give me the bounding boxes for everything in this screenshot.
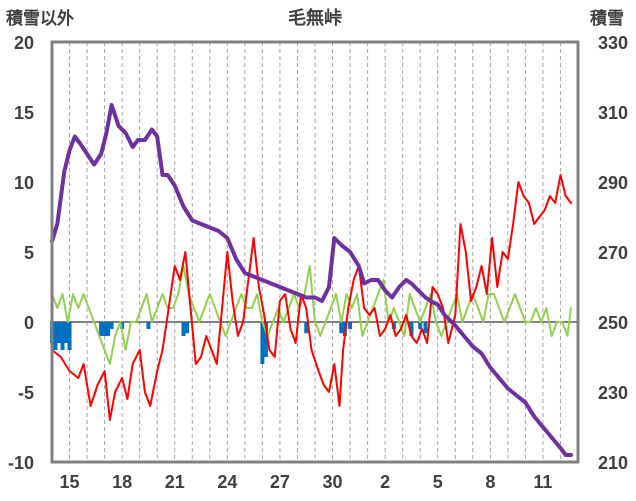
right-tick-label: 230: [598, 383, 628, 403]
x-tick-label: 11: [533, 472, 552, 492]
precipitation-bar: [260, 322, 265, 364]
plot-frame: [50, 40, 580, 464]
precipitation-bar: [418, 322, 423, 329]
precipitation-bar: [53, 322, 58, 350]
temperature-line: [51, 174, 572, 421]
right-tick-label: 270: [598, 243, 628, 263]
precipitation-bar: [67, 322, 72, 350]
precipitation-bar: [423, 322, 428, 334]
precipitation-bar: [120, 322, 125, 329]
precipitation-bar: [409, 322, 414, 336]
right-axis-title: 積雪: [590, 8, 624, 29]
x-tick-label: 8: [485, 472, 495, 492]
series-lines: [50, 103, 573, 457]
precipitation-bar: [181, 322, 186, 336]
left-axis-ticks: 20 15 10 5 0 -5 -10: [8, 33, 34, 473]
left-axis-title: 積雪以外: [6, 8, 74, 29]
left-tick-label: 0: [24, 313, 34, 333]
precipitation-bar: [64, 322, 69, 343]
precipitation-bar: [106, 322, 111, 336]
precipitation-bar: [146, 322, 151, 329]
vertical-gridlines: [69, 42, 561, 462]
left-tick-label: 15: [14, 103, 34, 123]
x-tick-label: 18: [112, 472, 132, 492]
right-tick-label: 210: [598, 453, 628, 473]
precipitation-bar: [185, 322, 190, 334]
left-tick-label: 10: [14, 173, 34, 193]
left-tick-label: -10: [8, 453, 34, 473]
precipitation-bar: [109, 322, 114, 329]
precipitation-bar: [263, 322, 268, 357]
snow-depth-line: [50, 103, 573, 457]
x-tick-label: 15: [60, 472, 80, 492]
x-tick-label: 21: [165, 472, 185, 492]
snowfall-line: [51, 265, 572, 365]
right-axis-ticks: 330 310 290 270 250 230 210: [598, 33, 628, 473]
x-tick-label: 24: [217, 472, 237, 492]
precipitation-bar: [304, 322, 309, 334]
left-tick-label: -5: [18, 383, 34, 403]
right-tick-label: 290: [598, 173, 628, 193]
x-axis-ticks: 15 18 21 24 27 30 2 5 8 11: [60, 472, 553, 492]
precipitation-bar: [60, 322, 65, 350]
x-tick-label: 2: [380, 472, 390, 492]
right-tick-label: 330: [598, 33, 628, 53]
left-tick-label: 20: [14, 33, 34, 53]
x-tick-label: 27: [270, 472, 290, 492]
chart-title: 毛無峠: [288, 7, 342, 29]
precipitation-bar: [102, 322, 107, 336]
right-tick-label: 250: [598, 313, 628, 333]
x-tick-label: 30: [323, 472, 343, 492]
x-tick-label: 5: [433, 472, 443, 492]
precipitation-bar: [57, 322, 62, 343]
precipitation-bar: [339, 322, 344, 334]
precipitation-bar: [99, 322, 104, 336]
left-tick-label: 5: [24, 243, 34, 263]
precipitation-bar: [348, 322, 353, 329]
right-tick-label: 310: [598, 103, 628, 123]
